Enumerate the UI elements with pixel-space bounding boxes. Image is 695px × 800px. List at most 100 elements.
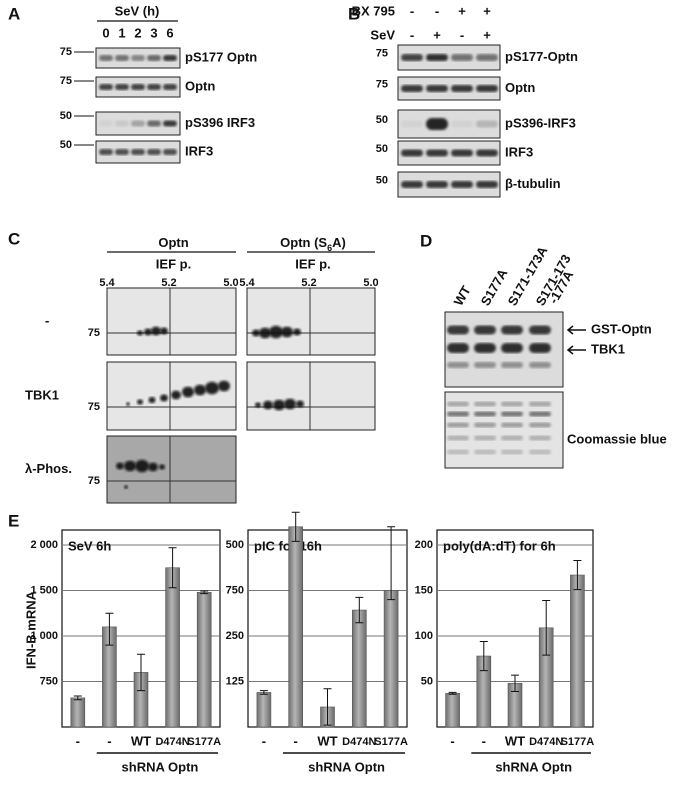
blot-band: [501, 362, 523, 368]
title-part: Optn: [158, 235, 188, 250]
blot-band: [163, 120, 177, 127]
blot-band: [115, 120, 129, 127]
blot-band: [529, 343, 551, 353]
label: β-tubulin: [505, 176, 561, 191]
spot: [160, 394, 168, 402]
label: WT: [317, 733, 337, 748]
blot-band: [451, 181, 473, 188]
blot-band: [476, 120, 498, 128]
blot-band: [447, 411, 469, 417]
blot-band: [501, 435, 523, 441]
label: 50: [376, 174, 388, 186]
blot-band: [529, 401, 551, 407]
label: 2: [134, 25, 141, 40]
label: +: [433, 27, 441, 42]
error-bar: [73, 695, 82, 701]
blot-band: [529, 449, 551, 455]
bar: [196, 592, 212, 728]
blot-band: [474, 343, 496, 353]
blot-band: [163, 84, 177, 90]
spot: [159, 464, 165, 470]
spot: [259, 327, 271, 339]
blot-band: [426, 181, 448, 188]
blot-band: [99, 84, 113, 90]
label: 50: [376, 143, 388, 155]
spot: [284, 398, 296, 410]
label: 5.2: [301, 277, 316, 289]
blot-box: [397, 76, 501, 101]
label: 5.4: [99, 277, 115, 289]
label: shRNA Optn: [122, 759, 199, 774]
blot-band: [476, 149, 498, 157]
spot: [124, 485, 128, 489]
error-bar: [323, 688, 332, 726]
label: 3: [150, 25, 157, 40]
blot-band: [474, 325, 496, 335]
error-bar: [355, 596, 364, 624]
chart-title: poly(dA:dT) for 6h: [443, 538, 556, 553]
label: Optn: [505, 80, 535, 95]
blot-band: [476, 54, 498, 61]
blot-band: [474, 435, 496, 441]
blot-band: [451, 120, 473, 128]
label: 1 000: [30, 630, 58, 642]
blot-band: [447, 362, 469, 368]
blot-band: [131, 120, 145, 127]
spot: [252, 329, 260, 337]
label: GST-Optn: [591, 321, 652, 336]
bar: [256, 692, 272, 728]
blot-band: [501, 325, 523, 335]
label: 5.0: [363, 277, 378, 289]
blot-band: [501, 401, 523, 407]
label: 125: [226, 675, 244, 687]
label: λ-Phos.: [25, 461, 72, 476]
blot-band: [447, 401, 469, 407]
spot: [160, 327, 168, 335]
error-bar: [479, 640, 488, 672]
blot-band: [99, 120, 113, 127]
label: pS396-IRF3: [505, 115, 576, 130]
spot: [144, 328, 152, 336]
blot-band: [115, 84, 129, 90]
blot-band: [131, 84, 145, 90]
label: 0: [102, 25, 109, 40]
spot: [171, 390, 181, 400]
label: 6: [166, 25, 173, 40]
arrow: [566, 325, 586, 335]
label: WT: [451, 283, 474, 308]
label: -: [107, 733, 111, 748]
label: D474N: [155, 736, 189, 748]
bar: [351, 609, 367, 728]
label: 150: [415, 584, 433, 596]
label: 1 500: [30, 584, 58, 596]
label: D474N: [342, 736, 376, 748]
bar: [165, 567, 180, 728]
label: pS396 IRF3: [185, 115, 255, 130]
column-title: Optn: [158, 235, 188, 250]
column-title: Optn (S6A): [280, 235, 346, 253]
blot-band: [501, 449, 523, 455]
blot-box: [246, 287, 376, 356]
blot-band: [474, 362, 496, 368]
label: IRF3: [505, 144, 533, 159]
label: -: [76, 733, 80, 748]
label: 75: [376, 78, 388, 90]
label: C: [8, 229, 20, 248]
blot-band: [529, 411, 551, 417]
blot-band: [501, 411, 523, 417]
error-bar: [387, 526, 396, 601]
label: -: [410, 3, 414, 18]
error-bar: [448, 691, 457, 695]
spot: [281, 326, 293, 338]
label: B: [348, 4, 360, 23]
label: 50: [376, 114, 388, 126]
label: E: [8, 511, 19, 530]
blot-band: [426, 85, 448, 92]
label: 75: [88, 327, 100, 339]
label: +: [458, 3, 466, 18]
label: BX 795: [352, 3, 395, 18]
blot-band: [401, 181, 423, 188]
blot-band: [474, 411, 496, 417]
blot-band: [447, 449, 469, 455]
